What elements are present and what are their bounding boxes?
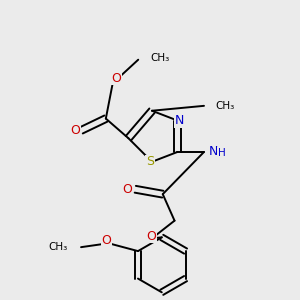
Text: O: O <box>70 124 80 137</box>
Text: CH₃: CH₃ <box>150 53 169 63</box>
Text: CH₃: CH₃ <box>48 242 67 252</box>
Text: O: O <box>112 72 122 85</box>
Text: N: N <box>209 146 218 158</box>
Text: H: H <box>218 148 226 158</box>
Text: O: O <box>102 234 112 247</box>
Text: S: S <box>146 155 154 168</box>
Text: N: N <box>175 114 184 127</box>
Text: O: O <box>122 183 132 196</box>
Text: CH₃: CH₃ <box>216 101 235 111</box>
Text: O: O <box>146 230 156 243</box>
